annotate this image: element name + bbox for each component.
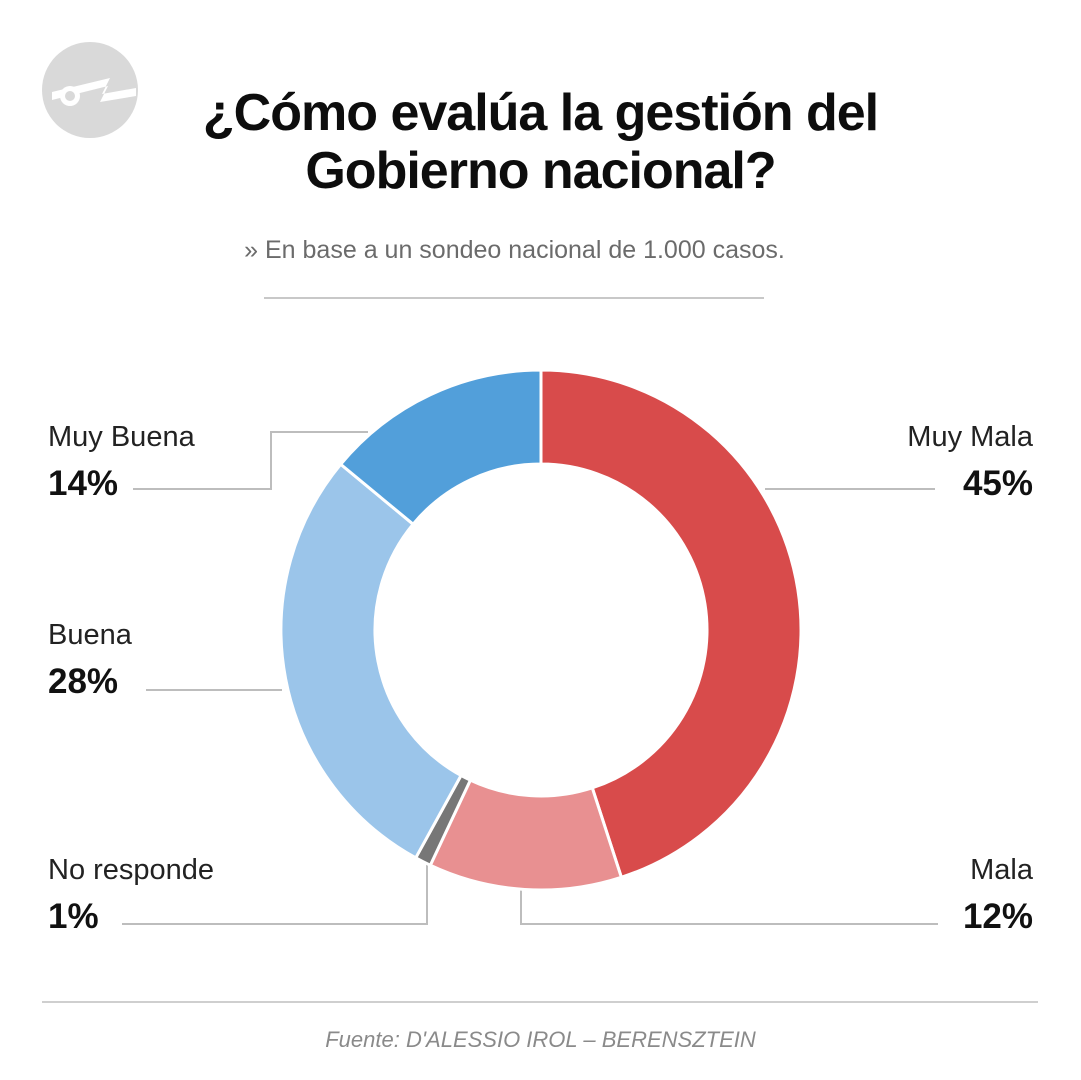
label-name: Buena — [48, 619, 132, 651]
leader-line-no-responde — [122, 860, 428, 925]
label-buena: Buena 28% — [48, 618, 132, 702]
title-line-1: ¿Cómo evalúa la gestión del — [202, 84, 879, 142]
donut-slice-muy-buena — [339, 368, 543, 526]
label-muy-mala: Muy Mala 45% — [907, 420, 1033, 504]
top-divider — [264, 297, 764, 299]
label-value: 14% — [48, 464, 119, 503]
leader-line-muy-buena — [133, 431, 368, 490]
label-value: 28% — [48, 662, 119, 701]
chart-title: ¿Cómo evalúa la gestión del Gobierno nac… — [0, 84, 1081, 200]
label-no-responde: No responde 1% — [48, 853, 214, 937]
label-name: Muy Mala — [907, 421, 1033, 453]
title-line-2: Gobierno nacional? — [305, 142, 776, 200]
chart-subtitle: » En base a un sondeo nacional de 1.000 … — [244, 236, 785, 264]
leader-line-mala — [520, 888, 938, 925]
label-mala: Mala 12% — [963, 853, 1033, 937]
label-value: 12% — [962, 897, 1033, 936]
label-value: 45% — [962, 464, 1033, 503]
label-name: Mala — [970, 854, 1033, 886]
label-name: Muy Buena — [48, 421, 195, 453]
label-muy-buena: Muy Buena 14% — [48, 420, 195, 504]
donut-slice-buena — [279, 462, 463, 860]
label-name: No responde — [48, 854, 215, 886]
donut-slice-muy-mala — [539, 368, 803, 879]
source-note: Fuente: D'ALESSIO IROL – BERENSZTEIN — [325, 1027, 756, 1052]
bottom-divider — [42, 1001, 1038, 1003]
publisher-logo-icon — [42, 42, 138, 138]
label-value: 1% — [48, 897, 99, 936]
